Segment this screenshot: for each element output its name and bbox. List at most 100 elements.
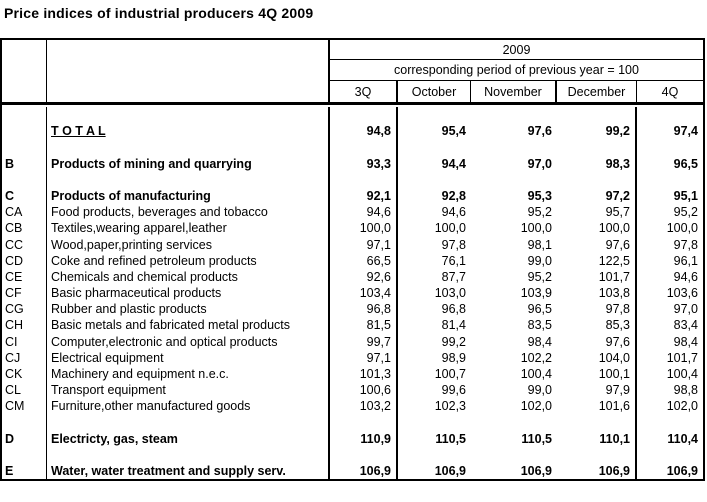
value-cell-october: 98,9 <box>441 350 466 365</box>
value-cell-november: 95,2 <box>527 269 552 284</box>
row-name-cell: Furniture,other manufactured goods <box>47 398 330 415</box>
value-cell-november <box>471 172 557 188</box>
row-code-cell: CM <box>2 398 47 415</box>
value-cell-3q: 81,5 <box>330 317 398 334</box>
value-cell-october <box>398 415 471 431</box>
value-cell-4q: 102,0 <box>666 399 698 414</box>
value-cell-november <box>471 107 557 123</box>
value-cell-december <box>557 414 637 431</box>
value-cell-november <box>471 415 557 431</box>
row-code-cell: D <box>2 430 47 447</box>
spacer-row <box>2 446 703 464</box>
row-name-cell: Rubber and plastic products <box>47 301 330 318</box>
row-name-cell <box>47 107 330 124</box>
value-cell-3q <box>330 107 398 124</box>
row-name-cell: Transport equipment <box>47 382 330 399</box>
row-code-cell: CL <box>2 382 47 399</box>
value-cell-4q <box>637 172 703 188</box>
value-cell-3q <box>330 414 398 431</box>
value-cell-october: 99,6 <box>441 383 466 398</box>
value-cell-december: 97,6 <box>557 333 637 350</box>
table-row: B Products of mining and quarrying 93,3 … <box>2 155 703 172</box>
value-cell-october: 100,7 <box>434 367 466 381</box>
value-cell-october: 76,1 <box>441 253 466 268</box>
row-name-cell: Electrical equipment <box>47 349 330 366</box>
value-cell-november <box>471 139 557 155</box>
col-header-october: October <box>398 81 471 102</box>
header-subtitle-cell: corresponding period of previous year = … <box>330 60 703 81</box>
table-row: CF Basic pharmaceutical products 103,4 1… <box>2 285 703 302</box>
row-code-cell: CC <box>2 236 47 253</box>
value-cell-december <box>557 171 637 188</box>
value-cell-november: 99,0 <box>527 383 552 398</box>
table-row: CB Textiles,wearing apparel,leather 100,… <box>2 220 703 237</box>
table-row: CD Coke and refined petroleum products 6… <box>2 252 703 269</box>
row-code-cell: CA <box>2 204 47 221</box>
value-cell-4q: 100,4 <box>666 367 698 381</box>
value-cell-4q: 100,0 <box>666 221 698 236</box>
row-code-cell: CE <box>2 268 47 286</box>
value-cell-3q: 106,9 <box>330 463 398 480</box>
value-cell-december: 97,6 <box>557 236 637 253</box>
value-cell-october: 99,2 <box>441 334 466 349</box>
value-cell-4q: 98,4 <box>673 334 698 349</box>
row-name-cell: Chemicals and chemical products <box>47 268 330 286</box>
value-cell-4q: 95,2 <box>673 205 698 220</box>
value-cell-3q: 110,9 <box>330 430 398 447</box>
value-cell-3q: 103,4 <box>330 285 398 302</box>
row-code-cell: CJ <box>2 349 47 366</box>
col-header-december: December <box>557 81 637 102</box>
value-cell-december: 97,8 <box>557 301 637 318</box>
spacer-row <box>2 139 703 156</box>
spacer-row <box>2 107 703 124</box>
value-cell-november: 99,0 <box>527 253 552 268</box>
value-cell-4q: 98,8 <box>673 383 698 398</box>
value-cell-3q: 103,2 <box>330 398 398 415</box>
row-name-cell: Textiles,wearing apparel,leather <box>47 220 330 237</box>
header-blank-code-cell <box>2 40 47 102</box>
col-header-4q: 4Q <box>661 84 679 99</box>
table-row: CJ Electrical equipment 97,1 98,9 102,2 … <box>2 349 703 366</box>
row-code-cell: C <box>2 187 47 205</box>
table-header: 2009 corresponding period of previous ye… <box>2 40 703 105</box>
value-cell-4q: 83,4 <box>673 318 698 333</box>
value-cell-4q: 101,7 <box>666 350 698 365</box>
row-code-cell <box>2 446 47 464</box>
value-cell-october: 106,9 <box>434 464 466 479</box>
value-cell-october: 110,5 <box>435 431 466 446</box>
row-name-cell: Electricty, gas, steam <box>47 430 330 447</box>
value-cell-december: 97,9 <box>557 382 637 399</box>
row-name-cell: Computer,electronic and optical products <box>47 333 330 350</box>
row-name-cell <box>47 414 330 431</box>
table-row: D Electricty, gas, steam 110,9 110,5 110… <box>2 430 703 447</box>
value-cell-november: 96,5 <box>527 302 552 317</box>
value-cell-4q <box>637 107 703 123</box>
spacer-row <box>2 414 703 431</box>
value-cell-november: 102,2 <box>520 350 552 365</box>
row-name-cell: Machinery and equipment n.e.c. <box>47 366 330 383</box>
value-cell-october: 102,3 <box>434 399 466 414</box>
table-row: C Products of manufacturing 92,1 92,8 95… <box>2 187 703 205</box>
row-code-cell: CI <box>2 333 47 350</box>
value-cell-4q: 97,8 <box>673 237 698 252</box>
table-body: T O T A L 94,8 95,4 97,6 99,2 97,4 B Pro… <box>2 105 703 480</box>
value-cell-4q: 96,5 <box>673 156 698 171</box>
value-cell-december: 101,6 <box>557 398 637 415</box>
table-row: T O T A L 94,8 95,4 97,6 99,2 97,4 <box>2 123 703 140</box>
table-row: CK Machinery and equipment n.e.c. 101,3 … <box>2 366 703 383</box>
value-cell-3q: 97,1 <box>330 236 398 253</box>
value-cell-october: 94,4 <box>441 156 466 171</box>
row-name-cell <box>47 171 330 188</box>
value-cell-december: 99,2 <box>557 123 637 140</box>
value-cell-4q: 106,9 <box>666 464 698 479</box>
value-cell-november: 102,0 <box>520 399 552 414</box>
row-code-cell: B <box>2 155 47 172</box>
value-cell-3q: 100,6 <box>330 382 398 399</box>
row-code-cell <box>2 107 47 124</box>
value-cell-november: 95,2 <box>527 205 552 220</box>
row-code-cell <box>2 123 47 140</box>
row-name-cell: Coke and refined petroleum products <box>47 252 330 269</box>
value-cell-3q: 94,6 <box>330 204 398 221</box>
value-cell-4q: 96,1 <box>673 253 698 268</box>
value-cell-november: 110,5 <box>521 431 552 446</box>
